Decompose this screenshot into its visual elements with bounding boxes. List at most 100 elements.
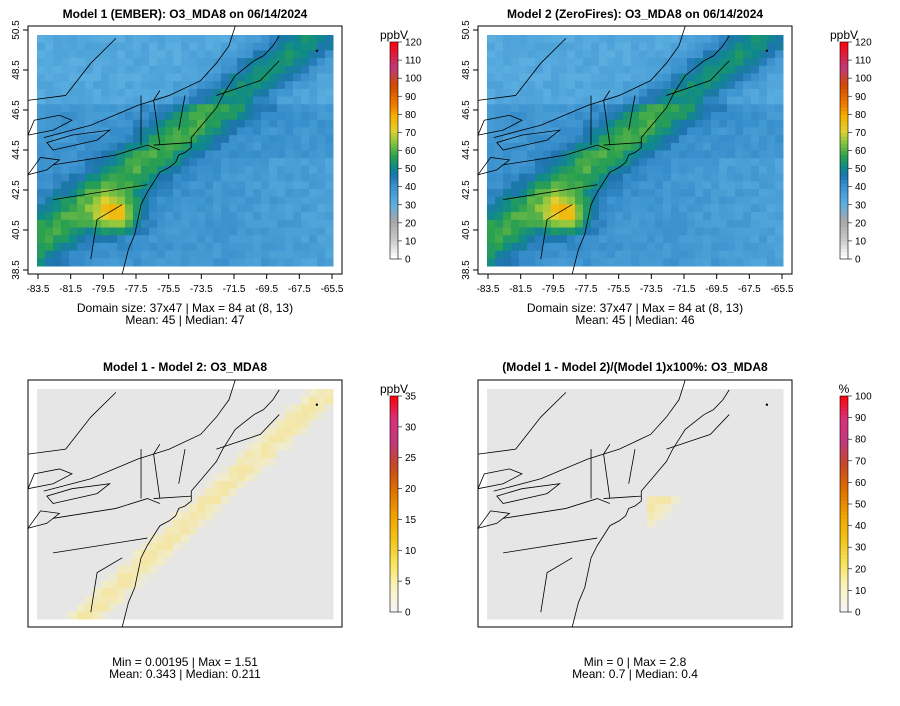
grid-cell xyxy=(61,396,70,405)
grid-cell xyxy=(527,519,536,528)
grid-cell xyxy=(85,404,94,413)
grid-cell xyxy=(325,534,334,543)
grid-cell xyxy=(495,611,504,620)
grid-cell xyxy=(719,404,728,413)
colorbar-tick-label: 100 xyxy=(855,74,872,85)
grid-cell xyxy=(527,88,536,98)
grid-cell xyxy=(213,419,222,428)
grid-cell xyxy=(277,50,286,59)
grid-cell xyxy=(165,127,174,136)
grid-cell xyxy=(671,181,680,190)
grid-cell xyxy=(511,588,520,597)
grid-cell xyxy=(623,250,632,259)
grid-cell xyxy=(77,73,86,82)
grid-cell xyxy=(165,488,174,497)
grid-cell xyxy=(53,119,62,128)
grid-cell xyxy=(117,88,126,98)
grid-cell xyxy=(519,189,528,198)
grid-cell xyxy=(647,488,656,497)
grid-cell xyxy=(703,573,712,582)
grid-cell xyxy=(727,104,736,113)
grid-cell xyxy=(213,165,222,175)
colorbar-segment xyxy=(390,540,398,545)
grid-cell xyxy=(655,435,664,444)
colorbar-segment xyxy=(390,403,398,408)
grid-cell xyxy=(141,235,150,244)
grid-cell xyxy=(703,42,712,51)
grid-cell xyxy=(743,127,752,136)
grid-cell xyxy=(53,573,62,582)
grid-cell xyxy=(173,481,182,490)
colorbar-segment xyxy=(390,500,398,505)
grid-cell xyxy=(751,481,760,490)
grid-cell xyxy=(575,458,584,467)
grid-cell xyxy=(165,396,174,405)
grid-cell xyxy=(213,150,222,159)
grid-cell xyxy=(767,212,776,221)
grid-cell xyxy=(775,511,784,520)
grid-cell xyxy=(37,496,46,505)
lake-outline xyxy=(496,483,562,504)
grid-cell xyxy=(181,150,190,159)
grid-cell xyxy=(735,81,744,90)
grid-cell xyxy=(503,458,512,467)
grid-cell xyxy=(543,88,552,98)
colorbar-segment xyxy=(390,52,398,58)
grid-cell xyxy=(719,196,728,205)
grid-cell xyxy=(583,396,592,405)
grid-cell xyxy=(735,242,744,252)
colorbar-segment xyxy=(390,92,398,97)
colorbar-segment xyxy=(390,561,398,566)
grid-cell xyxy=(663,519,672,528)
grid-cell xyxy=(583,488,592,497)
grid-cell xyxy=(77,550,86,559)
grid-cell xyxy=(125,196,134,205)
grid-cell xyxy=(285,557,294,566)
grid-cell xyxy=(173,219,182,228)
grid-cell xyxy=(165,196,174,205)
grid-cell xyxy=(695,58,704,67)
grid-cell xyxy=(727,496,736,505)
grid-cell xyxy=(125,58,134,67)
colorbar-segment xyxy=(390,417,398,422)
grid-cell xyxy=(197,96,206,105)
grid-cell xyxy=(93,50,102,59)
grid-cell xyxy=(69,488,78,497)
grid-cell xyxy=(309,603,318,612)
grid-cell xyxy=(663,242,672,252)
grid-cell xyxy=(719,181,728,190)
grid-cell xyxy=(205,565,214,574)
grid-cell xyxy=(277,73,286,82)
grid-cell xyxy=(591,565,600,574)
grid-cell xyxy=(559,165,568,175)
colorbar-segment xyxy=(840,42,848,47)
grid-cell xyxy=(511,511,520,520)
grid-cell xyxy=(93,588,102,597)
lake-outline xyxy=(27,157,61,176)
grid-cell xyxy=(69,573,78,582)
grid-cell xyxy=(535,419,544,428)
grid-cell xyxy=(165,527,174,536)
grid-cell xyxy=(711,173,720,182)
grid-cell xyxy=(519,181,528,190)
grid-cell xyxy=(229,573,238,582)
grid-cell xyxy=(767,580,776,589)
grid-cell xyxy=(85,534,94,543)
grid-cell xyxy=(735,219,744,228)
grid-cell xyxy=(77,235,86,244)
grid-cell xyxy=(37,389,46,398)
grid-cell xyxy=(695,588,704,597)
grid-cell xyxy=(679,250,688,259)
colorbar-segment xyxy=(390,475,398,480)
grid-cell xyxy=(253,135,262,144)
grid-cell xyxy=(759,488,768,497)
grid-cell xyxy=(543,611,552,620)
grid-cell xyxy=(253,519,262,528)
grid-cell xyxy=(221,550,230,559)
grid-cell xyxy=(583,165,592,175)
grid-cell xyxy=(727,488,736,497)
grid-cell xyxy=(69,42,78,51)
grid-cell xyxy=(663,488,672,497)
grid-cell xyxy=(277,173,286,182)
grid-cell xyxy=(647,496,656,505)
